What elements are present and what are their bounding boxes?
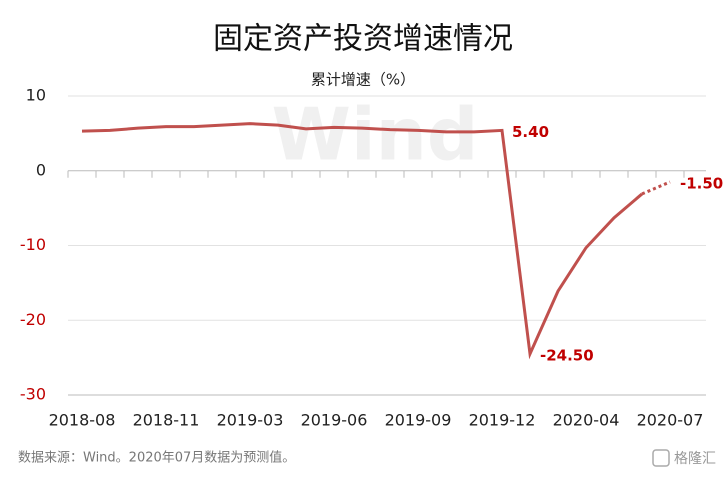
y-tick-label: 10	[26, 86, 46, 105]
x-tick-label: 2018-08	[49, 411, 116, 430]
data-label: 5.40	[512, 123, 549, 141]
source-note: 数据来源：Wind。2020年07月数据为预测值。	[18, 450, 295, 466]
x-tick-label: 2019-09	[385, 411, 452, 430]
data-label: -1.50	[680, 174, 723, 192]
y-tick-label: -30	[20, 385, 46, 404]
x-tick-label: 2018-11	[133, 411, 200, 430]
x-tick-label: 2020-04	[553, 411, 620, 430]
chart-title: 固定资产投资增速情况	[213, 22, 513, 57]
logo-icon	[652, 449, 670, 467]
x-tick-label: 2019-12	[469, 411, 536, 430]
logo: 格隆汇	[674, 451, 716, 467]
x-tick-label: 2019-06	[301, 411, 368, 430]
watermark: Wind	[272, 93, 479, 177]
x-tick-label: 2020-07	[637, 411, 704, 430]
chart-subtitle: 累计增速（%）	[311, 71, 415, 89]
line	[81, 122, 643, 360]
y-tick-label: 0	[36, 160, 46, 179]
y-tick-label: -20	[20, 310, 46, 329]
forecast-line	[641, 180, 671, 196]
y-tick-label: -10	[20, 235, 46, 254]
data-label: -24.50	[540, 346, 594, 364]
x-tick-label: 2019-03	[217, 411, 284, 430]
